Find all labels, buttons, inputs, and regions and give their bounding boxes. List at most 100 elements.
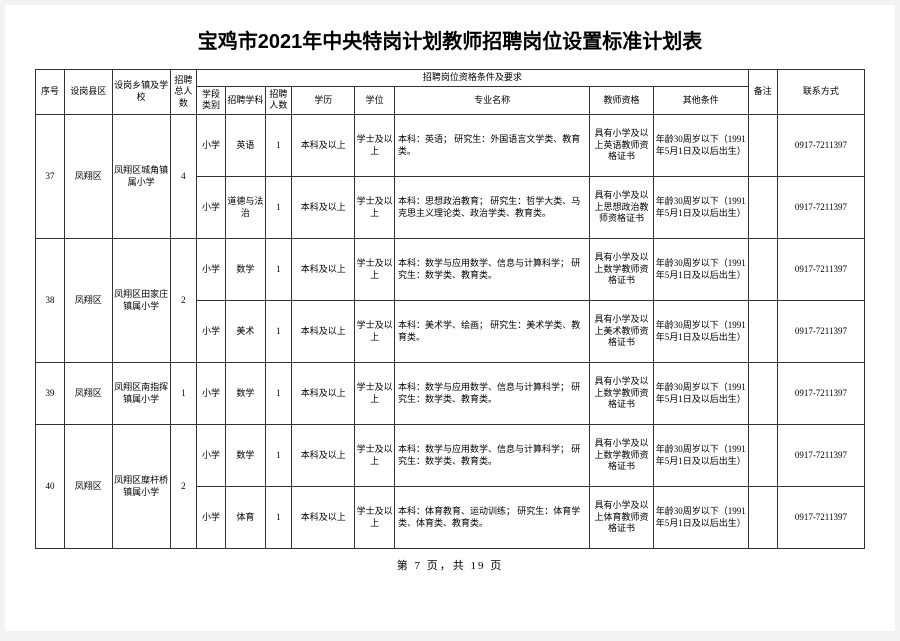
cell-major: 本科：数学与应用数学、信息与计算科学； 研究生：数学类、教育类。 — [394, 239, 589, 301]
cell-edu: 本科及以上 — [292, 301, 355, 363]
cell-remark — [748, 363, 777, 425]
cell-cert: 具有小学及以上数学教师资格证书 — [590, 363, 653, 425]
cell-cert: 具有小学及以上体育教师资格证书 — [590, 487, 653, 549]
cell-contact: 0917-7211397 — [777, 177, 864, 239]
cell-remark — [748, 425, 777, 487]
cell-total: 2 — [170, 425, 196, 549]
cell-count: 1 — [265, 239, 291, 301]
cell-county: 凤翔区 — [65, 425, 113, 549]
cell-stage: 小学 — [197, 363, 226, 425]
cell-total: 2 — [170, 239, 196, 363]
cell-total: 4 — [170, 115, 196, 239]
header-remark: 备注 — [748, 70, 777, 115]
cell-major: 本科：英语； 研究生：外国语言文学类、教育类。 — [394, 115, 589, 177]
cell-remark — [748, 239, 777, 301]
cell-school: 凤翔区糜杆桥镇属小学 — [112, 425, 170, 549]
cell-contact: 0917-7211397 — [777, 363, 864, 425]
cell-degree: 学士及以上 — [355, 487, 395, 549]
cell-total: 1 — [170, 363, 196, 425]
cell-contact: 0917-7211397 — [777, 301, 864, 363]
cell-school: 凤翔区田家庄镇属小学 — [112, 239, 170, 363]
cell-stage: 小学 — [197, 487, 226, 549]
cell-seq: 40 — [36, 425, 65, 549]
cell-cert: 具有小学及以上思想政治教师资格证书 — [590, 177, 653, 239]
header-qual-group: 招聘岗位资格条件及要求 — [197, 70, 749, 87]
header-other: 其他条件 — [653, 86, 748, 114]
cell-other: 年龄30周岁以下（1991年5月1日及以后出生） — [653, 115, 748, 177]
recruitment-table: 序号设岗县区设岗乡镇及学校招聘总人数招聘岗位资格条件及要求备注联系方式学段类别招… — [35, 69, 865, 549]
cell-county: 凤翔区 — [65, 115, 113, 239]
header-cert: 教师资格 — [590, 86, 653, 114]
cell-stage: 小学 — [197, 301, 226, 363]
cell-count: 1 — [265, 301, 291, 363]
cell-contact: 0917-7211397 — [777, 487, 864, 549]
table-row: 39凤翔区凤翔区南指挥镇属小学1小学数学1本科及以上学士及以上本科：数学与应用数… — [36, 363, 865, 425]
cell-other: 年龄30周岁以下（1991年5月1日及以后出生） — [653, 301, 748, 363]
cell-stage: 小学 — [197, 239, 226, 301]
cell-edu: 本科及以上 — [292, 177, 355, 239]
cell-seq: 39 — [36, 363, 65, 425]
page-number: 第 7 页，共 19 页 — [35, 557, 865, 573]
cell-school: 凤翔区南指挥镇属小学 — [112, 363, 170, 425]
cell-major: 本科：美术学、绘画； 研究生：美术学类、教育类。 — [394, 301, 589, 363]
table-row: 37凤翔区凤翔区城角镇属小学4小学英语1本科及以上学士及以上本科：英语； 研究生… — [36, 115, 865, 177]
cell-cert: 具有小学及以上美术教师资格证书 — [590, 301, 653, 363]
cell-cert: 具有小学及以上英语教师资格证书 — [590, 115, 653, 177]
cell-school: 凤翔区城角镇属小学 — [112, 115, 170, 239]
cell-count: 1 — [265, 425, 291, 487]
cell-subject: 道德与法治 — [226, 177, 266, 239]
cell-seq: 37 — [36, 115, 65, 239]
cell-degree: 学士及以上 — [355, 425, 395, 487]
cell-degree: 学士及以上 — [355, 115, 395, 177]
document-page: 宝鸡市2021年中央特岗计划教师招聘岗位设置标准计划表 序号设岗县区设岗乡镇及学… — [5, 5, 895, 631]
cell-edu: 本科及以上 — [292, 425, 355, 487]
cell-edu: 本科及以上 — [292, 363, 355, 425]
cell-subject: 体育 — [226, 487, 266, 549]
cell-edu: 本科及以上 — [292, 487, 355, 549]
cell-seq: 38 — [36, 239, 65, 363]
cell-cert: 具有小学及以上数学教师资格证书 — [590, 425, 653, 487]
cell-county: 凤翔区 — [65, 363, 113, 425]
cell-remark — [748, 301, 777, 363]
cell-major: 本科：思想政治教育； 研究生：哲学大类、马克思主义理论类、政治学类、教育类。 — [394, 177, 589, 239]
cell-edu: 本科及以上 — [292, 239, 355, 301]
cell-count: 1 — [265, 177, 291, 239]
cell-subject: 数学 — [226, 425, 266, 487]
cell-degree: 学士及以上 — [355, 363, 395, 425]
table-row: 38凤翔区凤翔区田家庄镇属小学2小学数学1本科及以上学士及以上本科：数学与应用数… — [36, 239, 865, 301]
header-count: 招聘人数 — [265, 86, 291, 114]
table-row: 40凤翔区凤翔区糜杆桥镇属小学2小学数学1本科及以上学士及以上本科：数学与应用数… — [36, 425, 865, 487]
cell-remark — [748, 177, 777, 239]
cell-degree: 学士及以上 — [355, 239, 395, 301]
cell-remark — [748, 487, 777, 549]
cell-contact: 0917-7211397 — [777, 239, 864, 301]
cell-count: 1 — [265, 487, 291, 549]
cell-major: 本科：数学与应用数学、信息与计算科学； 研究生：数学类、教育类。 — [394, 363, 589, 425]
header-seq: 序号 — [36, 70, 65, 115]
cell-edu: 本科及以上 — [292, 115, 355, 177]
header-county: 设岗县区 — [65, 70, 113, 115]
header-total: 招聘总人数 — [170, 70, 196, 115]
cell-remark — [748, 115, 777, 177]
cell-other: 年龄30周岁以下（1991年5月1日及以后出生） — [653, 177, 748, 239]
cell-county: 凤翔区 — [65, 239, 113, 363]
header-major: 专业名称 — [394, 86, 589, 114]
cell-major: 本科：数学与应用数学、信息与计算科学； 研究生：数学类、教育类。 — [394, 425, 589, 487]
cell-count: 1 — [265, 115, 291, 177]
cell-subject: 数学 — [226, 239, 266, 301]
cell-other: 年龄30周岁以下（1991年5月1日及以后出生） — [653, 425, 748, 487]
cell-subject: 美术 — [226, 301, 266, 363]
cell-stage: 小学 — [197, 115, 226, 177]
header-contact: 联系方式 — [777, 70, 864, 115]
cell-subject: 英语 — [226, 115, 266, 177]
cell-cert: 具有小学及以上数学教师资格证书 — [590, 239, 653, 301]
cell-stage: 小学 — [197, 425, 226, 487]
cell-major: 本科：体育教育、运动训练； 研究生：体育学类、体育类、教育类。 — [394, 487, 589, 549]
cell-count: 1 — [265, 363, 291, 425]
cell-degree: 学士及以上 — [355, 301, 395, 363]
cell-contact: 0917-7211397 — [777, 115, 864, 177]
cell-stage: 小学 — [197, 177, 226, 239]
cell-other: 年龄30周岁以下（1991年5月1日及以后出生） — [653, 487, 748, 549]
header-edu: 学历 — [292, 86, 355, 114]
cell-contact: 0917-7211397 — [777, 425, 864, 487]
